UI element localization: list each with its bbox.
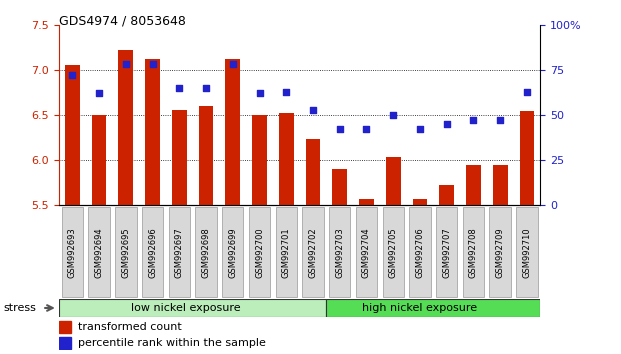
FancyBboxPatch shape xyxy=(276,207,297,297)
Point xyxy=(388,112,398,118)
FancyBboxPatch shape xyxy=(383,207,404,297)
Bar xyxy=(520,110,534,205)
FancyBboxPatch shape xyxy=(59,299,327,317)
Text: GSM992693: GSM992693 xyxy=(68,227,77,278)
Text: GDS4974 / 8053648: GDS4974 / 8053648 xyxy=(59,14,186,27)
Bar xyxy=(59,337,71,349)
FancyBboxPatch shape xyxy=(436,207,458,297)
Point xyxy=(308,107,318,113)
Text: GSM992700: GSM992700 xyxy=(255,227,264,278)
Bar xyxy=(332,169,347,205)
Text: GSM992710: GSM992710 xyxy=(522,227,532,278)
Text: GSM992703: GSM992703 xyxy=(335,227,344,278)
Bar xyxy=(439,185,454,205)
Point xyxy=(361,127,371,132)
Point xyxy=(468,118,478,123)
Bar xyxy=(279,113,294,205)
Text: GSM992697: GSM992697 xyxy=(175,227,184,278)
FancyBboxPatch shape xyxy=(249,207,270,297)
Point xyxy=(121,62,131,67)
FancyBboxPatch shape xyxy=(88,207,110,297)
Bar xyxy=(92,115,106,205)
Bar xyxy=(359,199,374,205)
Text: GSM992701: GSM992701 xyxy=(282,227,291,278)
FancyBboxPatch shape xyxy=(169,207,190,297)
FancyBboxPatch shape xyxy=(115,207,137,297)
Point xyxy=(94,91,104,96)
FancyBboxPatch shape xyxy=(196,207,217,297)
Bar xyxy=(252,115,267,205)
Bar xyxy=(65,65,79,205)
Text: GSM992699: GSM992699 xyxy=(229,227,237,278)
Point xyxy=(255,91,265,96)
Point xyxy=(281,89,291,95)
Text: GSM992706: GSM992706 xyxy=(415,227,424,278)
Point xyxy=(522,89,532,95)
FancyBboxPatch shape xyxy=(516,207,538,297)
Text: GSM992707: GSM992707 xyxy=(442,227,451,278)
Point xyxy=(148,62,158,67)
Text: GSM992702: GSM992702 xyxy=(309,227,317,278)
Point xyxy=(442,121,451,127)
FancyBboxPatch shape xyxy=(61,207,83,297)
Point xyxy=(335,127,345,132)
Text: GSM992705: GSM992705 xyxy=(389,227,397,278)
Bar xyxy=(493,165,507,205)
Text: GSM992708: GSM992708 xyxy=(469,227,478,278)
Text: transformed count: transformed count xyxy=(78,322,182,332)
FancyBboxPatch shape xyxy=(302,207,324,297)
Bar xyxy=(145,59,160,205)
Point xyxy=(175,85,184,91)
Point xyxy=(228,62,238,67)
Point xyxy=(68,73,78,78)
Text: percentile rank within the sample: percentile rank within the sample xyxy=(78,338,266,348)
Bar xyxy=(199,106,214,205)
Point xyxy=(495,118,505,123)
Bar xyxy=(119,50,133,205)
FancyBboxPatch shape xyxy=(356,207,377,297)
Bar xyxy=(59,321,71,333)
Bar xyxy=(225,59,240,205)
FancyBboxPatch shape xyxy=(329,207,350,297)
Bar xyxy=(172,110,187,205)
Point xyxy=(201,85,211,91)
Bar xyxy=(306,138,320,205)
Text: high nickel exposure: high nickel exposure xyxy=(363,303,478,313)
Text: GSM992709: GSM992709 xyxy=(496,227,505,278)
Point xyxy=(415,127,425,132)
FancyBboxPatch shape xyxy=(463,207,484,297)
FancyBboxPatch shape xyxy=(489,207,511,297)
Text: GSM992698: GSM992698 xyxy=(202,227,211,278)
Text: GSM992696: GSM992696 xyxy=(148,227,157,278)
Bar xyxy=(412,199,427,205)
FancyBboxPatch shape xyxy=(327,299,540,317)
Bar xyxy=(466,165,481,205)
Bar xyxy=(386,158,401,205)
Text: GSM992694: GSM992694 xyxy=(94,227,104,278)
Text: low nickel exposure: low nickel exposure xyxy=(131,303,241,313)
Text: stress: stress xyxy=(3,303,36,313)
FancyBboxPatch shape xyxy=(409,207,430,297)
FancyBboxPatch shape xyxy=(222,207,243,297)
FancyBboxPatch shape xyxy=(142,207,163,297)
Text: GSM992695: GSM992695 xyxy=(121,227,130,278)
Text: GSM992704: GSM992704 xyxy=(362,227,371,278)
